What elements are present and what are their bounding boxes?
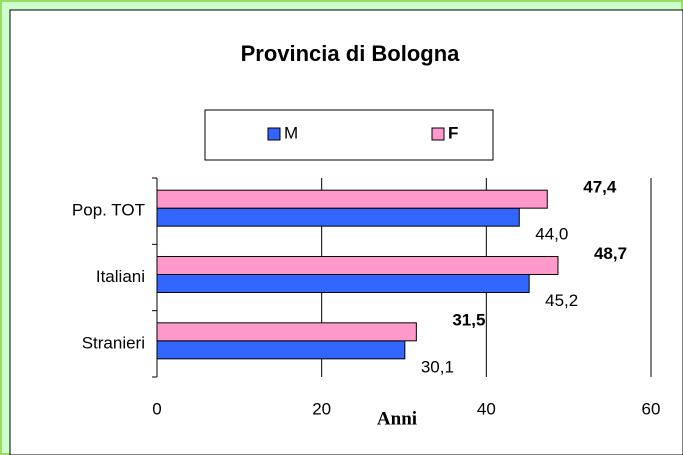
value-label: 47,4 (583, 178, 617, 197)
legend-swatch (431, 127, 445, 141)
bar (156, 256, 559, 275)
y-tick-label: Stranieri (82, 333, 145, 352)
chart-title: Provincia di Bologna (241, 41, 461, 66)
value-label: 48,7 (594, 244, 627, 263)
legend-label: F (448, 123, 458, 142)
bar (156, 207, 520, 227)
y-tick-label: Pop. TOT (72, 201, 145, 220)
x-tick-label: 0 (152, 399, 161, 418)
chart-area (9, 9, 683, 455)
bar (156, 274, 530, 293)
legend-box (204, 109, 494, 161)
x-tick-label: 20 (312, 399, 331, 418)
value-label: 31,5 (452, 310, 485, 329)
legend-swatch (267, 127, 281, 141)
bar (156, 340, 406, 360)
legend-label: M (284, 123, 298, 142)
value-label: 45,2 (545, 291, 578, 310)
x-tick-label: 60 (642, 399, 661, 418)
x-axis-label: Anni (377, 408, 417, 429)
bar (156, 189, 548, 209)
value-label: 44,0 (535, 225, 568, 244)
x-tick-label: 40 (477, 399, 496, 418)
bar (156, 322, 417, 342)
y-tick-label: Italiani (96, 267, 145, 286)
value-label: 30,1 (421, 357, 454, 376)
